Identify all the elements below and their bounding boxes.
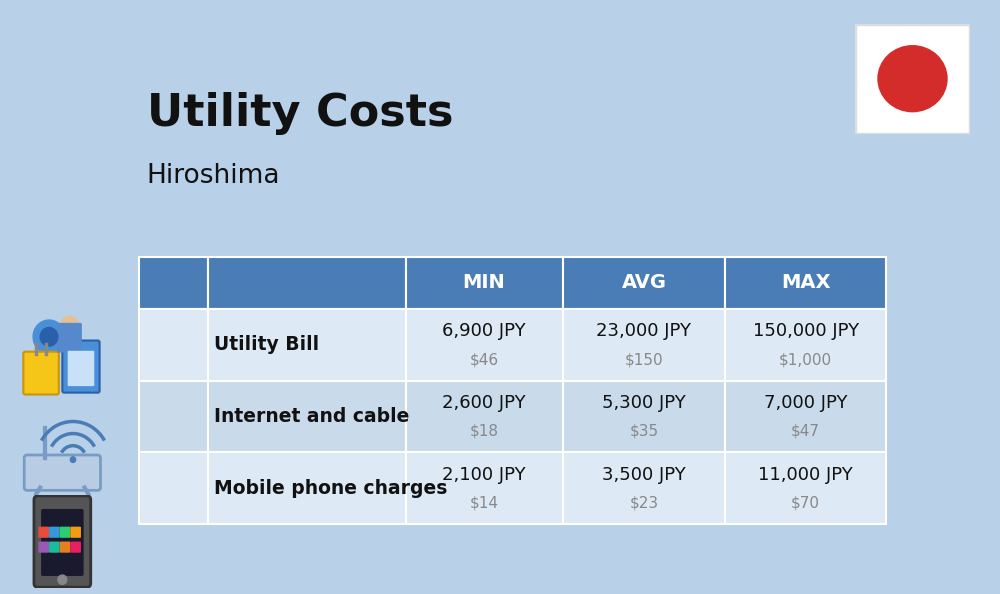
FancyBboxPatch shape bbox=[38, 527, 49, 538]
Text: $70: $70 bbox=[791, 495, 820, 510]
Text: Hiroshima: Hiroshima bbox=[147, 163, 280, 189]
Bar bbox=[563, 309, 725, 381]
Text: Mobile phone charges: Mobile phone charges bbox=[214, 479, 447, 498]
Bar bbox=[139, 381, 208, 453]
Bar bbox=[139, 257, 208, 309]
Bar bbox=[139, 453, 208, 524]
FancyBboxPatch shape bbox=[24, 455, 100, 491]
Text: 3,500 JPY: 3,500 JPY bbox=[602, 466, 686, 484]
Text: 23,000 JPY: 23,000 JPY bbox=[596, 322, 691, 340]
FancyBboxPatch shape bbox=[70, 542, 81, 552]
Text: 11,000 JPY: 11,000 JPY bbox=[758, 466, 853, 484]
Bar bbox=[208, 381, 406, 453]
Text: 150,000 JPY: 150,000 JPY bbox=[753, 322, 859, 340]
Bar bbox=[208, 309, 406, 381]
FancyBboxPatch shape bbox=[34, 496, 91, 587]
Text: 2,100 JPY: 2,100 JPY bbox=[442, 466, 526, 484]
FancyBboxPatch shape bbox=[68, 350, 94, 386]
Circle shape bbox=[878, 46, 947, 112]
Bar bbox=[563, 381, 725, 453]
Bar bbox=[406, 381, 563, 453]
Text: 7,000 JPY: 7,000 JPY bbox=[764, 394, 847, 412]
FancyBboxPatch shape bbox=[38, 542, 49, 552]
Text: $14: $14 bbox=[470, 495, 499, 510]
FancyBboxPatch shape bbox=[62, 340, 100, 393]
FancyBboxPatch shape bbox=[60, 542, 70, 552]
Text: MAX: MAX bbox=[781, 273, 830, 292]
Bar bbox=[725, 309, 886, 381]
Text: $35: $35 bbox=[629, 424, 659, 439]
Text: 2,600 JPY: 2,600 JPY bbox=[442, 394, 526, 412]
Circle shape bbox=[58, 575, 67, 584]
Text: Utility Costs: Utility Costs bbox=[147, 92, 453, 135]
FancyBboxPatch shape bbox=[41, 509, 84, 576]
FancyBboxPatch shape bbox=[70, 527, 81, 538]
Text: Utility Bill: Utility Bill bbox=[214, 336, 319, 355]
Bar bbox=[139, 309, 208, 381]
FancyBboxPatch shape bbox=[23, 352, 59, 394]
Bar bbox=[208, 257, 406, 309]
Circle shape bbox=[61, 317, 78, 335]
Text: 6,900 JPY: 6,900 JPY bbox=[442, 322, 526, 340]
Bar bbox=[406, 257, 563, 309]
Circle shape bbox=[40, 327, 58, 346]
Text: 5,300 JPY: 5,300 JPY bbox=[602, 394, 686, 412]
Text: AVG: AVG bbox=[621, 273, 666, 292]
Text: $1,000: $1,000 bbox=[779, 352, 832, 367]
Text: $150: $150 bbox=[625, 352, 663, 367]
Text: $47: $47 bbox=[791, 424, 820, 439]
Bar bbox=[406, 453, 563, 524]
Text: $46: $46 bbox=[470, 352, 499, 367]
FancyBboxPatch shape bbox=[57, 323, 82, 353]
Bar bbox=[406, 309, 563, 381]
Bar bbox=[563, 453, 725, 524]
Text: $18: $18 bbox=[470, 424, 499, 439]
Bar bbox=[725, 257, 886, 309]
Circle shape bbox=[70, 457, 76, 462]
Text: MIN: MIN bbox=[463, 273, 505, 292]
Bar bbox=[725, 453, 886, 524]
FancyBboxPatch shape bbox=[60, 527, 70, 538]
Bar bbox=[725, 381, 886, 453]
Bar bbox=[563, 257, 725, 309]
FancyBboxPatch shape bbox=[49, 527, 60, 538]
Text: Internet and cable: Internet and cable bbox=[214, 407, 409, 426]
Text: $23: $23 bbox=[629, 495, 659, 510]
Circle shape bbox=[33, 320, 65, 353]
FancyBboxPatch shape bbox=[49, 542, 60, 552]
Bar bbox=[208, 453, 406, 524]
